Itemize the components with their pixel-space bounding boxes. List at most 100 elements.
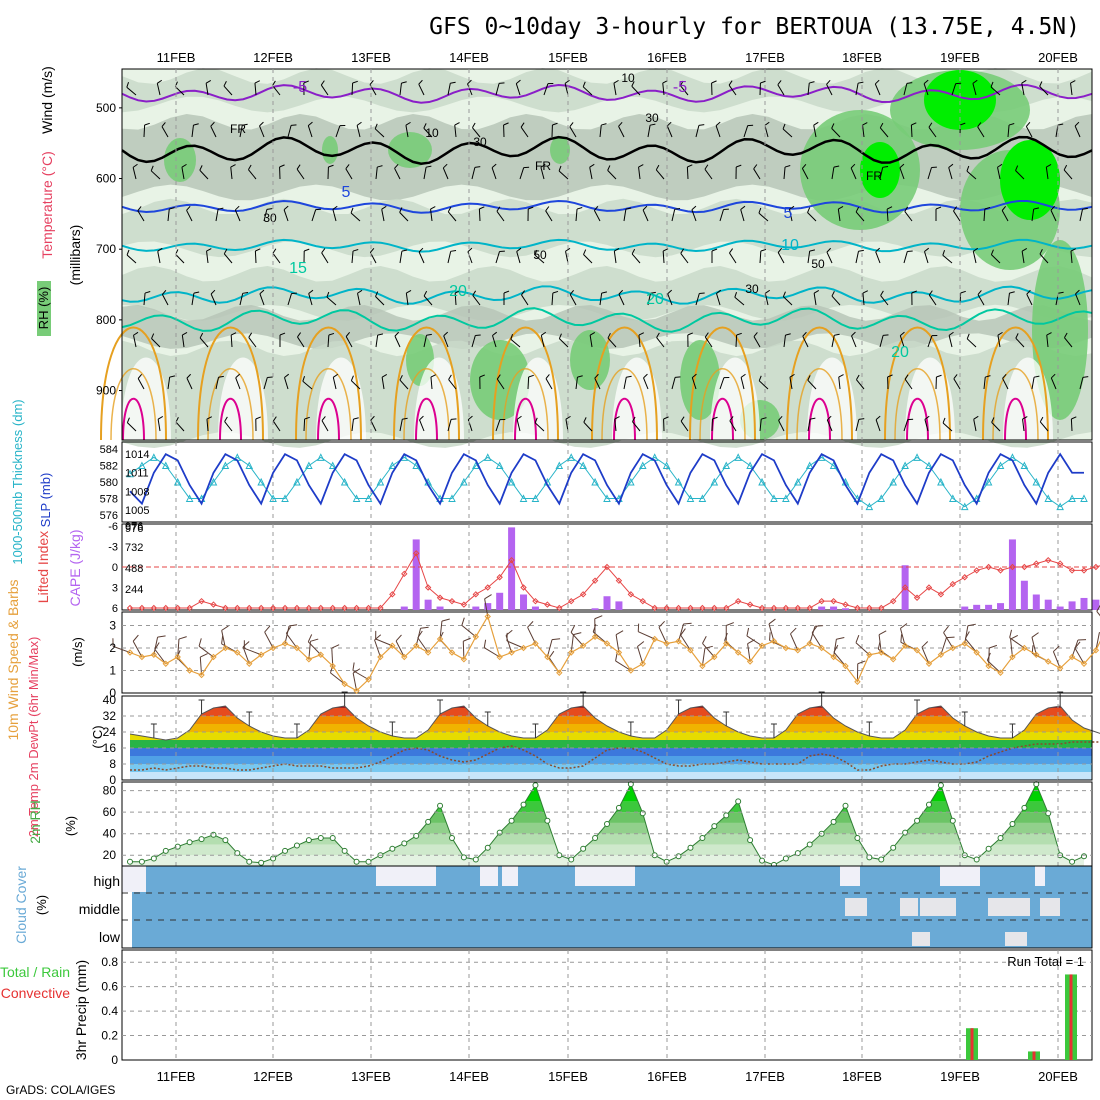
rh2m-axis-label: 2m RH <box>27 800 43 844</box>
wind-barb-flag <box>401 249 408 252</box>
upper-contour-labels: -5 -5 FR FR FR 5 5 10 15 20 20 20 10 10 30 30 30 50 50 30 <box>230 71 909 361</box>
rh-contour-label: 30 <box>745 282 759 296</box>
wind-barb <box>850 167 857 180</box>
wind-barb-flag <box>289 624 298 627</box>
thickness-point <box>722 461 731 470</box>
wind-barb <box>381 209 385 222</box>
thickness-point <box>364 494 373 502</box>
wind-barb <box>747 643 751 662</box>
wind-barb <box>903 251 908 264</box>
precip-bar-convective <box>970 1028 974 1060</box>
lifted-index-point <box>591 577 599 584</box>
wind-barb <box>285 633 298 649</box>
wind-barb-flag <box>423 290 428 297</box>
lifted-index-point <box>901 584 909 591</box>
thickness-point <box>495 461 504 470</box>
wind-barb-flag <box>144 291 151 294</box>
thickness-point <box>281 494 289 502</box>
wind-barb-flag <box>126 249 130 256</box>
wind-barb <box>181 335 185 348</box>
wind-barb-flag <box>132 634 139 642</box>
wind-barb <box>551 292 554 306</box>
thickness-point <box>269 494 277 502</box>
wind-speed-point <box>198 671 205 679</box>
wind-barb-flag <box>973 247 979 252</box>
wind-speed-point <box>675 638 682 645</box>
lifted-index-point <box>556 604 563 612</box>
thickness-point <box>793 477 802 486</box>
wind-barb <box>680 420 689 432</box>
wind-barb <box>374 639 381 658</box>
wind-barb-flag <box>785 333 791 336</box>
wind-barb-flag <box>217 207 224 210</box>
rh2m-point <box>484 844 491 851</box>
wind-barb <box>790 633 799 651</box>
wind-barb <box>394 168 401 180</box>
cape-bar <box>603 596 611 610</box>
wind-barb-flag <box>521 290 526 296</box>
wind-barb <box>942 254 953 264</box>
rh-saturated-area <box>860 142 900 198</box>
wind-barb <box>345 168 353 180</box>
thickness-point <box>293 477 301 486</box>
wind-barb-flag <box>953 206 958 212</box>
wind-speed-point <box>401 653 408 661</box>
upper-air-grid <box>175 69 1059 440</box>
wind-speed-point <box>317 651 325 658</box>
wind-barb <box>928 126 937 138</box>
wind-speed-point <box>246 660 253 667</box>
wind-barb-flag <box>838 374 844 378</box>
rh-panel-grid <box>175 782 1059 866</box>
wind-barb-flag <box>1031 632 1039 638</box>
thickness-point <box>209 477 218 486</box>
wind-barb <box>807 251 811 264</box>
wind-barb-flag <box>1002 373 1007 379</box>
wind-barb-flag <box>210 289 216 295</box>
thickness-tick: 578 <box>100 493 118 505</box>
wind-barb <box>375 638 393 647</box>
lifted-index-point <box>126 604 134 612</box>
wind-barb <box>638 167 641 180</box>
wind-barb <box>789 377 793 390</box>
thickness-point <box>448 494 456 502</box>
rh2m-point <box>580 845 587 852</box>
wind-barb-flag <box>443 331 449 337</box>
wind-barb-flag <box>655 164 660 171</box>
wind-barb-flag <box>724 632 728 641</box>
wind-barb-flag <box>157 79 163 84</box>
wind-barb <box>516 251 521 264</box>
thickness-axis-label: 1000-500mb Thickness (dm) <box>10 399 25 564</box>
upper-wind-barbs <box>126 79 1089 432</box>
wind-barb <box>903 83 908 96</box>
wind-barb-flag <box>552 122 558 126</box>
wind-barb <box>658 626 668 644</box>
wind-barb-flag <box>178 636 187 640</box>
wind-barb <box>953 378 961 390</box>
wind-barb <box>734 296 745 306</box>
wind-barb-flag <box>419 415 424 421</box>
rh2m-point <box>246 858 253 865</box>
wind-barb-flag <box>638 332 645 336</box>
rh-band-fill <box>130 855 1084 866</box>
wind-barb-flag <box>973 415 979 420</box>
slp-tick: 1011 <box>125 468 149 480</box>
wind-barb-flag <box>858 418 865 420</box>
wind-barb <box>753 336 761 348</box>
isotherm-35-arch <box>219 397 242 441</box>
rh2m-point <box>782 855 789 862</box>
wind-barb-flag <box>942 250 946 256</box>
wind-speed-point <box>234 649 241 656</box>
wind-barb <box>483 647 500 658</box>
isotherm-30-arch <box>992 368 1039 441</box>
wind-barb-flag <box>296 164 301 170</box>
wind-barb <box>899 628 906 646</box>
wind-barb <box>777 252 785 264</box>
wind-barb-flag <box>425 165 432 168</box>
wind-speed-point <box>544 653 551 661</box>
wind-barb-flag <box>420 626 429 629</box>
wind-barb-flag <box>900 634 903 643</box>
wind-speed-point <box>257 651 265 658</box>
cape-bar <box>985 604 993 610</box>
wind-tick: 2 <box>109 641 116 655</box>
cloud-clear <box>1005 932 1027 946</box>
